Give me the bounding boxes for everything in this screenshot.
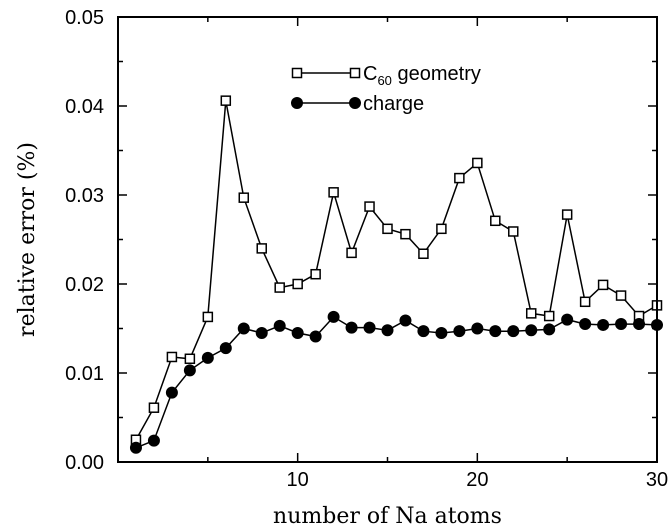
data-point [310, 268, 321, 280]
data-point [364, 201, 375, 212]
data-point [435, 326, 448, 339]
y-tick-label: 0.01 [65, 363, 104, 385]
x-tick-label: 20 [466, 469, 488, 491]
legend-marker [291, 67, 303, 79]
data-point [561, 209, 573, 220]
data-point [597, 318, 610, 331]
data-point [219, 342, 232, 355]
y-axis-title: relative error (%) [15, 142, 40, 337]
y-tick-label: 0.02 [65, 274, 104, 296]
legend-label: charge [363, 93, 424, 115]
data-point [291, 326, 304, 339]
data-point [184, 353, 196, 365]
data-point [597, 279, 609, 291]
data-point [489, 325, 502, 338]
data-point [237, 322, 250, 335]
data-point [579, 296, 591, 308]
legend-entry: charge [291, 93, 424, 115]
data-point [220, 95, 232, 106]
series-line [135, 315, 658, 449]
plot-frame [117, 16, 658, 463]
series-c60-geometry [130, 95, 663, 445]
legend-entry: C60 geometry [291, 63, 481, 88]
data-point [147, 434, 160, 447]
data-point [274, 282, 285, 293]
data-point [292, 278, 303, 290]
data-point [508, 226, 519, 237]
data-point [381, 324, 394, 337]
data-point [561, 313, 574, 326]
legend-marker [349, 67, 361, 79]
x-axis-title: number of Na atoms [273, 504, 502, 529]
data-point [615, 290, 627, 301]
axis-tick-labels: 10 20 30 0.00 0.01 0.02 0.03 0.04 0.05 [65, 7, 668, 491]
legend-label: C60 geometry [363, 63, 481, 88]
data-point [472, 157, 483, 169]
data-point [273, 319, 286, 332]
data-point [417, 325, 430, 338]
data-point [453, 325, 466, 338]
data-point [363, 321, 376, 334]
series-line [135, 100, 658, 441]
data-point [129, 441, 142, 454]
y-tick-label: 0.05 [65, 7, 104, 29]
data-point [238, 192, 250, 203]
y-tick-label: 0.04 [65, 96, 104, 118]
data-point [148, 402, 160, 413]
data-point [543, 323, 556, 336]
data-point [418, 248, 429, 259]
data-point [327, 310, 340, 323]
data-point [615, 318, 628, 331]
data-point [507, 325, 520, 338]
data-point [579, 318, 592, 331]
data-point [166, 351, 178, 363]
data-point [490, 215, 501, 227]
series-charge [129, 310, 663, 454]
data-point [471, 322, 484, 335]
series-layer [129, 95, 663, 454]
x-tick-label: 10 [287, 469, 309, 491]
data-point [525, 324, 538, 337]
data-point [309, 330, 322, 343]
data-point [346, 247, 357, 259]
data-point [400, 228, 411, 240]
y-tick-label: 0.00 [65, 452, 104, 474]
data-point [633, 318, 646, 331]
data-point [165, 386, 178, 399]
data-point [454, 172, 465, 184]
data-point [436, 223, 447, 235]
data-point [345, 321, 358, 334]
data-point [525, 308, 537, 319]
data-point [255, 326, 268, 339]
data-point [382, 223, 393, 235]
data-point [183, 364, 196, 377]
data-point [202, 311, 214, 323]
y-tick-label: 0.03 [65, 185, 104, 207]
data-point [328, 187, 339, 198]
legend-marker [291, 97, 303, 109]
data-point [201, 351, 214, 364]
legend-marker [349, 97, 361, 109]
x-tick-label: 30 [646, 469, 668, 491]
data-point [543, 310, 555, 322]
data-point [399, 314, 412, 327]
data-point [256, 243, 267, 254]
legend: C60 geometry charge [291, 63, 481, 115]
